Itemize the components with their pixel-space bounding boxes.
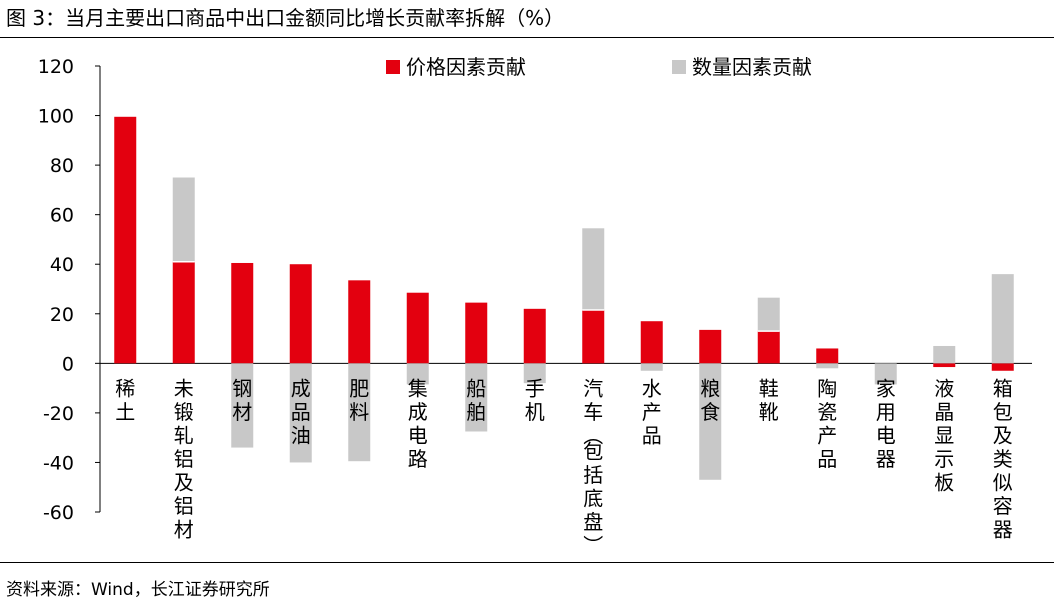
quantity-bar xyxy=(348,363,371,462)
price-bar xyxy=(114,116,137,364)
category-label: 家用电器 xyxy=(876,376,896,471)
y-tick-label: 120 xyxy=(38,56,74,78)
price-bar xyxy=(523,308,546,364)
category-label: 钢材 xyxy=(232,376,252,424)
price-bar xyxy=(289,264,312,364)
price-bar xyxy=(231,262,254,364)
category-label: 手机 xyxy=(525,376,545,424)
quantity-bar xyxy=(231,363,254,448)
category-label: 粮食 xyxy=(700,376,720,424)
quantity-bar xyxy=(582,228,605,311)
quantity-bar xyxy=(465,363,488,432)
y-tick-label: 0 xyxy=(62,353,74,375)
quantity-bar xyxy=(933,345,956,364)
price-bar xyxy=(582,310,605,364)
quantity-bar xyxy=(757,297,780,332)
price-bar xyxy=(991,363,1014,371)
category-label: 陶瓷产品 xyxy=(817,376,837,471)
y-tick-label: 80 xyxy=(50,155,74,177)
labels: 120 100 80 60 40 20 0 -20 -40 -60 稀土 未锻轧铝及铝材 钢材 成品油 肥料… xyxy=(38,56,1013,557)
y-tick-label: 100 xyxy=(38,106,74,128)
price-bar xyxy=(465,302,488,364)
legend: 价格因素贡献 数量因素贡献 xyxy=(386,55,812,79)
legend-swatch-quantity xyxy=(672,60,686,74)
category-label: 液晶显示板 xyxy=(934,376,954,494)
quantity-bar xyxy=(289,363,312,463)
quantity-bar xyxy=(640,363,663,371)
quantity-bar xyxy=(172,177,195,262)
legend-label-price: 价格因素贡献 xyxy=(406,55,526,79)
category-label: 汽车︵包括底盘︶ xyxy=(583,376,603,557)
quantity-bar xyxy=(406,363,429,385)
category-label: 未锻轧铝及铝材 xyxy=(174,376,194,541)
bar-chart: 120 100 80 60 40 20 0 -20 -40 -60 稀土 未锻轧铝及铝材 钢材 成品油 肥料… xyxy=(38,55,1032,557)
quantity-bar xyxy=(991,274,1014,364)
quantity-bar xyxy=(699,363,722,480)
price-bar xyxy=(406,292,429,364)
title-divider xyxy=(0,37,1054,38)
category-label: 水产品 xyxy=(642,376,662,447)
category-label: 集成电路 xyxy=(408,376,428,471)
price-bar xyxy=(757,331,780,364)
category-label: 成品油 xyxy=(291,376,311,447)
y-tick-label: -40 xyxy=(43,452,74,474)
quantity-bar xyxy=(523,363,546,384)
category-label: 肥料 xyxy=(349,376,369,424)
y-tick-label: 40 xyxy=(50,254,74,276)
price-bar xyxy=(699,329,722,364)
price-bar xyxy=(933,363,956,368)
legend-swatch-price xyxy=(386,60,400,74)
price-bar xyxy=(348,280,371,364)
category-label: 箱包及类似容器 xyxy=(993,376,1013,541)
bars xyxy=(114,116,1014,480)
quantity-bar xyxy=(874,363,897,385)
category-label: 船舶 xyxy=(466,376,486,424)
figure-title: 图 3：当月主要出口商品中出口金额同比增长贡献率拆解（%） xyxy=(6,6,565,30)
legend-label-quantity: 数量因素贡献 xyxy=(692,55,812,79)
category-label: 稀土 xyxy=(115,376,135,424)
price-bar xyxy=(816,348,839,364)
source-divider xyxy=(0,562,1054,563)
y-tick-label: 20 xyxy=(50,304,74,326)
quantity-bar xyxy=(816,363,839,369)
category-label: 鞋靴 xyxy=(759,376,779,424)
source-note: 资料来源：Wind，长江证券研究所 xyxy=(6,580,270,600)
price-bar xyxy=(640,321,663,364)
price-bar xyxy=(172,261,195,364)
y-tick-label: 60 xyxy=(50,205,74,227)
y-tick-label: -20 xyxy=(43,403,74,425)
y-tick-label: -60 xyxy=(43,502,74,524)
